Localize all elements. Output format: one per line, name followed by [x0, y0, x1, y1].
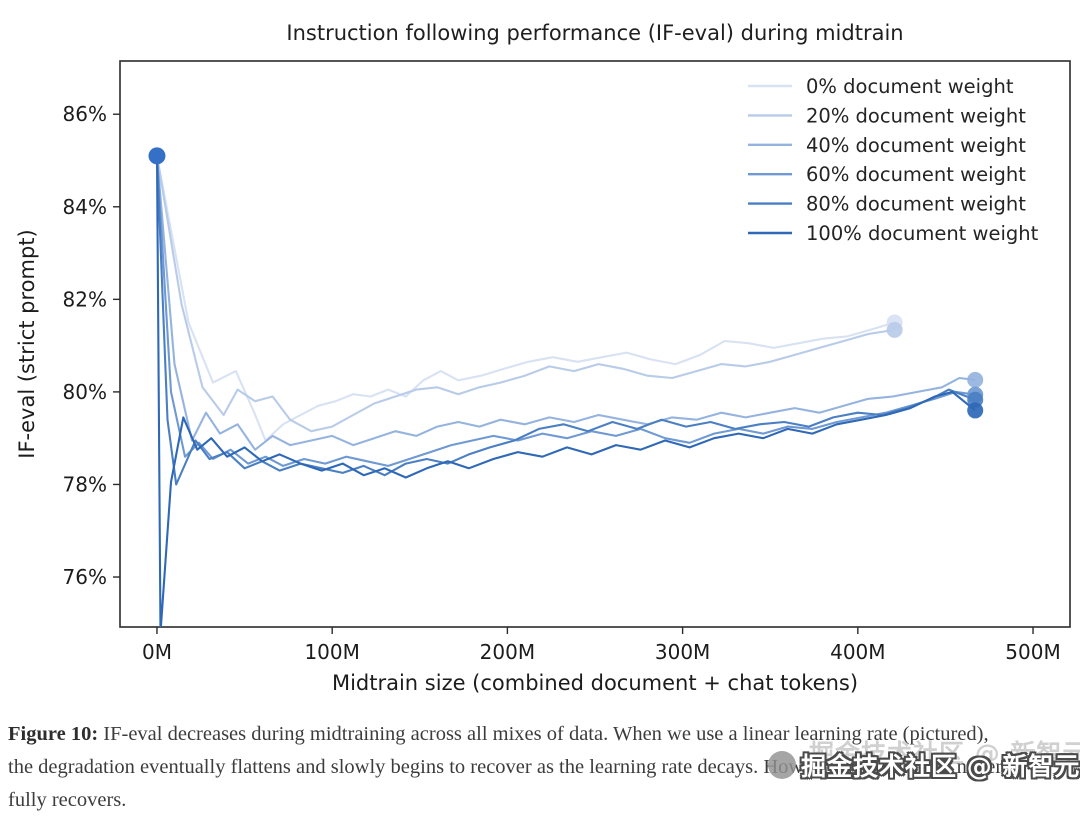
figure-caption: Figure 10: IF-eval decreases during midt… [0, 706, 1080, 817]
line-chart: Instruction following performance (IF-ev… [15, 21, 1071, 695]
series-line-80-document-weight [155, 155, 976, 486]
y-tick-label: 82% [63, 287, 107, 311]
x-axis-label: Midtrain size (combined document + chat … [332, 671, 858, 695]
series-group [155, 155, 976, 627]
x-tick-label: 300M [655, 640, 710, 664]
legend-item-label: 20% document weight [806, 104, 1026, 127]
y-tick-label: 84% [63, 195, 107, 219]
legend-item-label: 100% document weight [806, 222, 1039, 245]
series-end-dot-40-document-weight [967, 371, 984, 388]
series-line-60-document-weight [155, 155, 976, 467]
y-tick-label: 80% [63, 380, 107, 404]
x-tick-label: 500M [1005, 640, 1060, 664]
series-end-dot-100-document-weight [967, 402, 984, 419]
chart-title: Instruction following performance (IF-ev… [286, 21, 903, 45]
series-line-0-document-weight [155, 155, 895, 442]
legend-item-label: 60% document weight [806, 163, 1026, 186]
chart-area: Instruction following performance (IF-ev… [15, 21, 1071, 695]
legend-item-label: 0% document weight [806, 75, 1014, 98]
legend-item-label: 80% document weight [806, 193, 1026, 216]
x-tick-label: 0M [142, 640, 172, 664]
series-line-20-document-weight [155, 155, 895, 433]
series-end-dot-20-document-weight [886, 321, 903, 338]
figure-caption-text: IF-eval decreases during midtraining acr… [8, 723, 1003, 811]
x-tick-label: 100M [304, 640, 359, 664]
series-line-40-document-weight [155, 155, 976, 451]
y-tick-label: 86% [63, 102, 107, 126]
legend-item-label: 40% document weight [806, 134, 1026, 157]
y-tick-label: 78% [63, 472, 107, 496]
y-tick-label: 76% [63, 565, 107, 589]
series-line-100-document-weight [155, 155, 976, 627]
y-axis-label: IF-eval (strict prompt) [15, 229, 39, 458]
x-tick-label: 400M [830, 640, 885, 664]
series-start-dot [148, 147, 166, 165]
plot-border [119, 60, 1071, 628]
x-tick-label: 200M [480, 640, 535, 664]
figure-caption-label: Figure 10: [8, 723, 99, 745]
